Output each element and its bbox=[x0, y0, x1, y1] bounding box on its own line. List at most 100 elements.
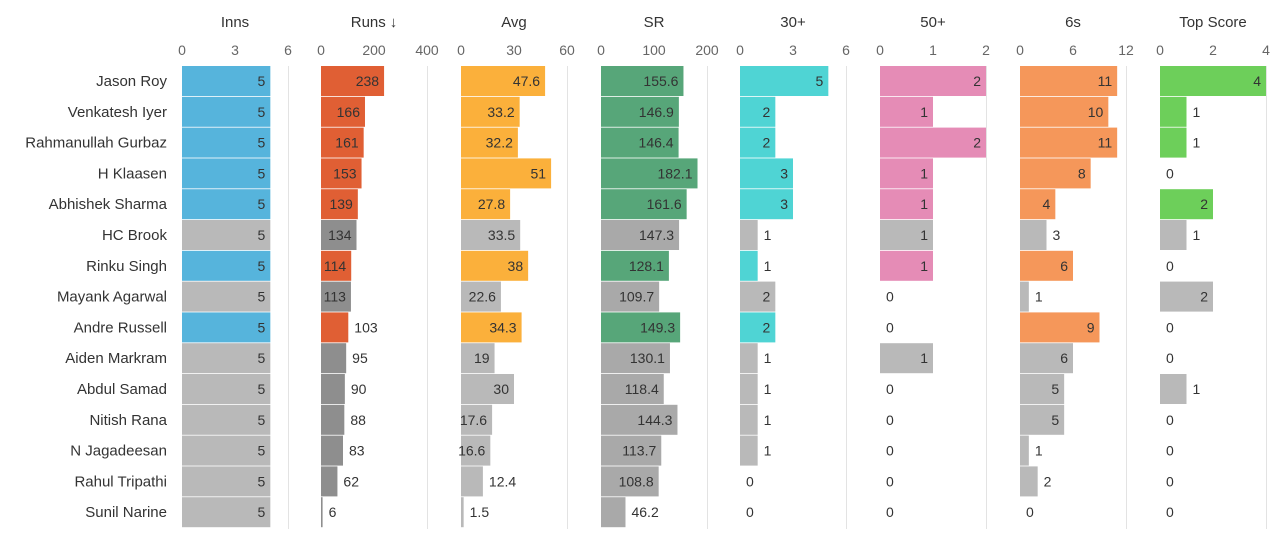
bar[interactable] bbox=[1160, 374, 1187, 404]
column-header[interactable]: SR bbox=[644, 14, 665, 31]
bar[interactable] bbox=[740, 189, 793, 220]
bar[interactable] bbox=[321, 220, 357, 250]
bar[interactable] bbox=[461, 220, 521, 250]
bar[interactable] bbox=[1020, 312, 1100, 343]
bar[interactable] bbox=[461, 96, 520, 127]
bar[interactable] bbox=[1020, 66, 1118, 96]
bar[interactable] bbox=[321, 96, 365, 127]
bar[interactable] bbox=[601, 220, 680, 250]
bar[interactable] bbox=[1160, 220, 1187, 250]
bar[interactable] bbox=[601, 435, 662, 466]
bar[interactable] bbox=[740, 96, 776, 127]
bar[interactable] bbox=[1020, 96, 1109, 127]
bar[interactable] bbox=[182, 96, 271, 127]
bar[interactable] bbox=[461, 343, 495, 374]
bar[interactable] bbox=[182, 312, 271, 343]
bar[interactable] bbox=[1020, 220, 1047, 250]
bar[interactable] bbox=[880, 66, 986, 96]
column-header[interactable]: 6s bbox=[1065, 14, 1081, 31]
bar[interactable] bbox=[321, 343, 347, 374]
bar[interactable] bbox=[880, 220, 933, 250]
bar[interactable] bbox=[1020, 343, 1073, 374]
bar[interactable] bbox=[740, 127, 776, 158]
bar[interactable] bbox=[321, 158, 362, 189]
bar[interactable] bbox=[321, 497, 323, 528]
column-header[interactable]: 30+ bbox=[780, 14, 806, 31]
bar[interactable] bbox=[461, 158, 552, 189]
bar[interactable] bbox=[461, 281, 501, 312]
bar[interactable] bbox=[1020, 404, 1065, 435]
bar[interactable] bbox=[182, 343, 271, 374]
bar[interactable] bbox=[182, 189, 271, 220]
column-header[interactable]: Top Score bbox=[1179, 14, 1247, 31]
bar[interactable] bbox=[880, 250, 933, 281]
bar[interactable] bbox=[1020, 374, 1065, 404]
bar[interactable] bbox=[1020, 250, 1073, 281]
bar[interactable] bbox=[461, 374, 514, 404]
column-header[interactable]: Runs ↓ bbox=[351, 14, 398, 31]
bar[interactable] bbox=[601, 404, 678, 435]
bar[interactable] bbox=[461, 466, 483, 497]
bar[interactable] bbox=[182, 466, 271, 497]
bar[interactable] bbox=[1020, 158, 1091, 189]
bar[interactable] bbox=[740, 404, 758, 435]
bar[interactable] bbox=[601, 127, 679, 158]
bar[interactable] bbox=[321, 466, 338, 497]
bar[interactable] bbox=[182, 250, 271, 281]
bar[interactable] bbox=[182, 220, 271, 250]
bar[interactable] bbox=[321, 127, 364, 158]
bar[interactable] bbox=[321, 189, 358, 220]
bar[interactable] bbox=[880, 96, 933, 127]
bar[interactable] bbox=[321, 66, 385, 96]
bar[interactable] bbox=[321, 435, 343, 466]
bar[interactable] bbox=[182, 374, 271, 404]
bar[interactable] bbox=[1160, 189, 1213, 220]
bar[interactable] bbox=[321, 312, 349, 343]
bar[interactable] bbox=[182, 158, 271, 189]
bar[interactable] bbox=[601, 189, 687, 220]
bar[interactable] bbox=[601, 158, 698, 189]
bar[interactable] bbox=[321, 250, 352, 281]
bar[interactable] bbox=[461, 66, 546, 96]
bar[interactable] bbox=[321, 374, 345, 404]
bar[interactable] bbox=[321, 281, 351, 312]
bar[interactable] bbox=[182, 435, 271, 466]
bar[interactable] bbox=[182, 127, 271, 158]
bar[interactable] bbox=[880, 343, 933, 374]
bar[interactable] bbox=[880, 189, 933, 220]
bar[interactable] bbox=[601, 312, 681, 343]
bar[interactable] bbox=[321, 404, 345, 435]
bar[interactable] bbox=[740, 281, 776, 312]
bar[interactable] bbox=[601, 281, 660, 312]
bar[interactable] bbox=[601, 497, 626, 528]
bar[interactable] bbox=[1160, 127, 1187, 158]
bar[interactable] bbox=[461, 312, 522, 343]
bar[interactable] bbox=[1020, 127, 1118, 158]
bar[interactable] bbox=[182, 404, 271, 435]
bar[interactable] bbox=[740, 374, 758, 404]
bar[interactable] bbox=[1160, 281, 1213, 312]
column-header[interactable]: Inns bbox=[221, 14, 249, 31]
bar[interactable] bbox=[601, 466, 659, 497]
bar[interactable] bbox=[1160, 66, 1266, 96]
bar[interactable] bbox=[880, 158, 933, 189]
column-header[interactable]: 50+ bbox=[920, 14, 946, 31]
bar[interactable] bbox=[740, 343, 758, 374]
bar[interactable] bbox=[601, 343, 670, 374]
bar[interactable] bbox=[601, 250, 669, 281]
bar[interactable] bbox=[740, 66, 829, 96]
bar[interactable] bbox=[182, 497, 271, 528]
bar[interactable] bbox=[461, 189, 511, 220]
bar[interactable] bbox=[182, 66, 271, 96]
bar[interactable] bbox=[1160, 96, 1187, 127]
bar[interactable] bbox=[740, 250, 758, 281]
bar[interactable] bbox=[740, 435, 758, 466]
bar[interactable] bbox=[461, 497, 464, 528]
bar[interactable] bbox=[182, 281, 271, 312]
column-header[interactable]: Avg bbox=[501, 14, 527, 31]
bar[interactable] bbox=[740, 158, 793, 189]
bar[interactable] bbox=[880, 127, 986, 158]
bar[interactable] bbox=[740, 312, 776, 343]
bar[interactable] bbox=[1020, 189, 1056, 220]
bar[interactable] bbox=[461, 250, 529, 281]
